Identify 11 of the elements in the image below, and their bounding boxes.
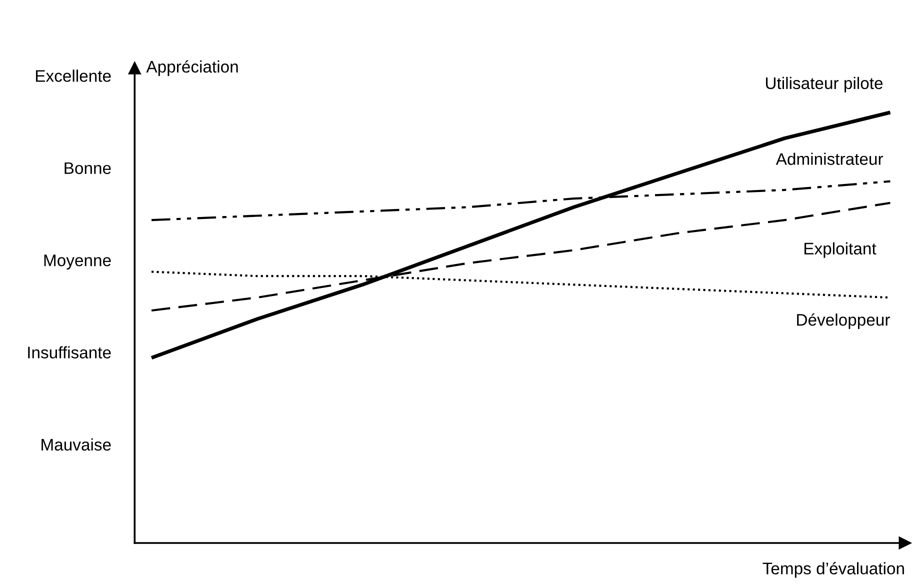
text: Moyenne [44, 254, 111, 270]
x-axis-title: Temps d’évaluation [762, 562, 904, 578]
text: Mauvaise [42, 438, 111, 451]
series-label: Administrateur [776, 152, 884, 165]
text: Excellente [36, 70, 111, 82]
series-label: Exploitant [804, 242, 876, 258]
series-label: Utilisateur pilote [766, 76, 883, 92]
y-axis-title: Appréciation [146, 60, 238, 76]
text: Bonne [64, 162, 111, 174]
text: Insuffisante [28, 346, 111, 358]
series-label: Développeur [797, 313, 890, 330]
